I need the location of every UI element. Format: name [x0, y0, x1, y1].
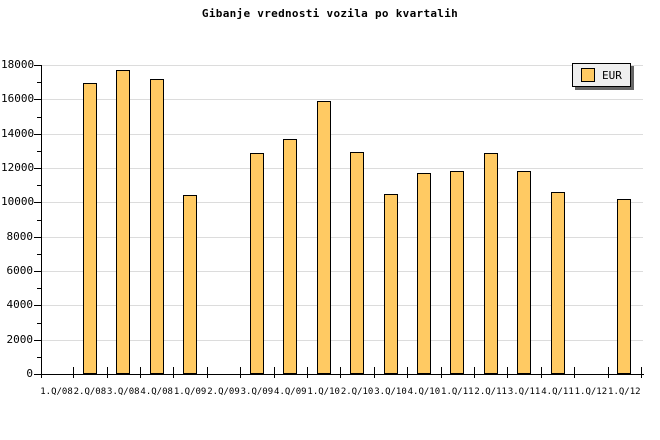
y-tick-label: 4000 [6, 298, 34, 312]
bar-4.Q/08 [149, 78, 164, 374]
bar-3.Q/10 [383, 193, 398, 374]
y-tick-label: 0 [26, 367, 33, 380]
x-tick-label: 3.Q/08 [107, 387, 140, 397]
x-tick-label: 3.Q/09 [240, 387, 274, 397]
bar-2.Q/11 [483, 152, 498, 374]
x-axis-tick [373, 367, 375, 378]
y-tick-label: 10000 [1, 195, 35, 209]
y-axis-tick [34, 99, 42, 101]
y-axis-tick [34, 65, 42, 66]
y-gridline [42, 65, 643, 66]
x-tick-label: 4.Q/10 [407, 387, 441, 397]
bar-1.Q/12 [617, 198, 632, 374]
x-axis-tick [540, 367, 542, 378]
x-tick-label: 1.Q/10 [307, 387, 340, 397]
y-gridline [42, 305, 643, 307]
y-tick-label: 18000 [1, 58, 35, 71]
x-tick-label: 2.Q/10 [340, 387, 374, 397]
y-gridline [42, 202, 643, 204]
y-axis-tick [34, 374, 42, 375]
x-tick-label: 2.Q/08 [73, 387, 107, 397]
y-axis-tick [37, 185, 42, 187]
bar-4.Q/10 [416, 173, 431, 374]
y-gridline [42, 271, 643, 272]
y-axis-tick [37, 253, 42, 255]
y-axis-tick [34, 202, 42, 204]
y-gridline [42, 339, 643, 341]
y-tick-label: 12000 [1, 161, 35, 174]
y-tick-label: 16000 [1, 92, 35, 106]
y-axis-tick [34, 305, 42, 307]
y-axis-tick [34, 168, 42, 169]
bar-3.Q/08 [116, 70, 131, 374]
x-tick-label: 3.Q/10 [374, 387, 407, 397]
bar-1.Q/11 [450, 171, 465, 374]
legend-swatch-eur [581, 68, 595, 82]
y-tick-label: 2000 [6, 332, 34, 346]
x-tick-label: 2.Q/11 [474, 387, 507, 397]
y-axis-tick [34, 236, 42, 238]
y-axis-line [41, 65, 42, 378]
y-tick-label: 8000 [6, 229, 34, 243]
y-gridline [42, 133, 643, 135]
x-axis-tick [574, 367, 576, 378]
x-tick-label: 3.Q/11 [507, 387, 541, 397]
x-tick-label: 4.Q/11 [541, 387, 574, 397]
x-tick-label: 4.Q/09 [274, 387, 307, 397]
y-gridline [42, 99, 643, 101]
y-axis-tick [37, 356, 42, 358]
y-axis-tick [37, 150, 42, 152]
y-axis-tick [37, 288, 42, 290]
y-axis-tick [37, 219, 42, 221]
x-axis-tick [106, 367, 108, 378]
x-tick-label: 1.Q/08 [40, 387, 73, 397]
x-axis-tick [240, 367, 242, 378]
y-tick-label: 6000 [6, 264, 34, 277]
x-axis-tick [206, 367, 208, 378]
x-axis-tick [407, 367, 409, 378]
legend: EUR [572, 63, 631, 87]
y-axis-tick [34, 133, 42, 135]
y-axis-tick [37, 116, 42, 118]
legend-label: EUR [602, 68, 622, 82]
y-gridline [42, 236, 643, 238]
x-axis-tick [641, 367, 642, 378]
chart-title: Gibanje vrednosti vozila po kvartalih [201, 7, 459, 20]
x-tick-label: 1.Q/12 [574, 387, 608, 397]
x-axis-tick [173, 367, 175, 378]
x-axis-line [41, 374, 644, 375]
x-axis-tick [474, 367, 475, 378]
x-tick-label: 1.Q/09 [173, 387, 207, 397]
x-tick-label: 1.Q/12 [608, 387, 641, 397]
y-axis-tick [34, 271, 42, 272]
x-axis-tick [140, 367, 141, 378]
bar-3.Q/09 [249, 152, 264, 374]
bar-4.Q/11 [550, 192, 565, 374]
x-axis-tick [440, 367, 442, 378]
x-axis-tick [307, 367, 308, 378]
bar-3.Q/11 [517, 171, 532, 374]
bar-2.Q/08 [82, 83, 97, 374]
x-axis-tick [73, 367, 75, 378]
bar-1.Q/10 [316, 101, 331, 374]
y-axis-tick [34, 339, 42, 341]
y-axis-tick [37, 82, 42, 84]
x-tick-label: 2.Q/09 [207, 387, 240, 397]
bar-1.Q/09 [183, 194, 198, 374]
y-gridline [42, 168, 643, 169]
plot-area: 0 2000 4000 6000 8000 10000 12000 14000 16000 180… [1, 59, 644, 397]
x-axis-tick [273, 367, 275, 378]
bar-4.Q/09 [283, 138, 298, 374]
y-axis-tick [37, 322, 42, 324]
y-tick-label: 14000 [1, 126, 35, 140]
x-tick-label: 4.Q/08 [140, 387, 173, 397]
x-axis-tick [507, 367, 509, 378]
x-axis-tick [607, 367, 609, 378]
bar-2.Q/10 [350, 151, 365, 374]
x-axis-tick [340, 367, 342, 378]
x-tick-label: 1.Q/11 [441, 387, 474, 397]
